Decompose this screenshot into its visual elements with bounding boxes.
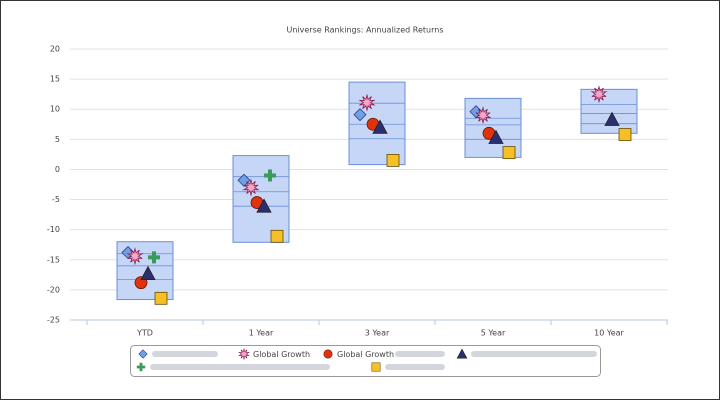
marker (242, 178, 260, 197)
marker (474, 106, 492, 125)
marker (386, 154, 400, 167)
redacted-text (150, 364, 330, 370)
y-tick-label: -5 (52, 195, 60, 204)
redacted-text (385, 364, 445, 370)
marker (502, 146, 516, 159)
x-tick-label: YTD (136, 329, 153, 338)
marker (590, 85, 608, 104)
marker (372, 119, 388, 134)
marker (126, 247, 144, 266)
legend-marker (136, 362, 146, 372)
x-tick-label: 10 Year (594, 329, 624, 338)
legend-marker (237, 347, 251, 361)
legend-marker (371, 362, 381, 372)
y-tick-label: 15 (50, 75, 60, 84)
marker (488, 129, 504, 144)
redacted-text (471, 351, 597, 357)
marker (154, 291, 168, 305)
redacted-text (395, 351, 445, 357)
chart-title: Universe Rankings: Annualized Returns (287, 26, 444, 35)
marker (358, 93, 376, 112)
x-tick-label: 1 Year (249, 329, 274, 338)
marker (264, 169, 276, 182)
marker (140, 265, 156, 281)
x-tick-label: 3 Year (365, 329, 390, 338)
y-tick-label: 5 (55, 135, 60, 144)
redacted-text (152, 351, 218, 357)
y-tick-label: -20 (47, 285, 60, 294)
y-tick-label: 20 (50, 45, 60, 54)
y-tick-label: -25 (47, 316, 60, 325)
y-tick-label: 0 (55, 165, 60, 174)
marker (353, 108, 367, 122)
legend-marker (138, 349, 148, 359)
legend-label: Global Growth (337, 350, 394, 359)
y-tick-label: 10 (50, 105, 60, 114)
marker (270, 229, 284, 243)
legend-marker (456, 348, 468, 359)
marker (618, 128, 632, 141)
legend-marker (323, 349, 333, 359)
y-tick-label: -10 (47, 225, 60, 234)
legend-label: Global Growth (253, 350, 310, 359)
marker (256, 198, 272, 213)
marker (148, 251, 160, 264)
marker (604, 111, 620, 126)
x-tick-label: 5 Year (481, 329, 506, 338)
ranking-box (580, 88, 638, 134)
y-tick-label: -15 (47, 255, 60, 264)
